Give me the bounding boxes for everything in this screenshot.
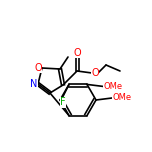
Text: O: O — [34, 63, 42, 73]
Text: OMe: OMe — [104, 82, 123, 91]
Text: N: N — [30, 79, 38, 89]
Text: OMe: OMe — [112, 93, 132, 102]
Text: O: O — [91, 68, 99, 78]
Text: O: O — [73, 48, 81, 58]
Text: F: F — [60, 97, 66, 107]
